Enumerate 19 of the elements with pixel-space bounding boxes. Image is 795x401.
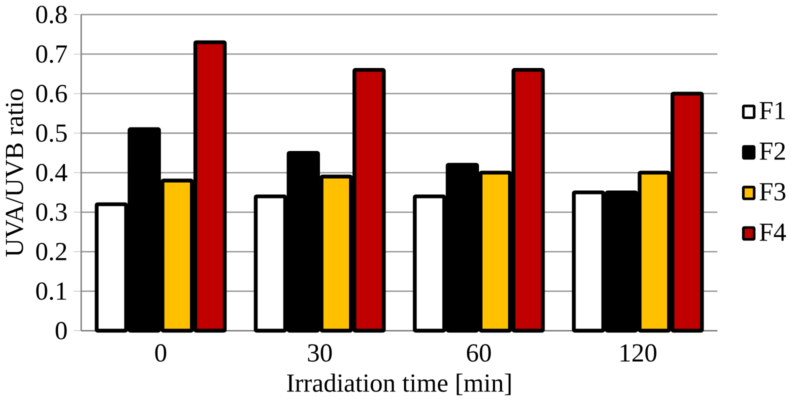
- legend-label: F3: [760, 183, 786, 201]
- y-tick-label: 0.7: [36, 45, 67, 64]
- x-tick-label: 120: [620, 344, 656, 362]
- y-tick-label: 0.4: [36, 164, 68, 182]
- y-tick-label: 0.8: [36, 6, 67, 24]
- legend-label: F2: [760, 142, 785, 160]
- y-axis-title: UVA/UVB ratio: [6, 89, 24, 257]
- x-axis-title: Irradiation time [min]: [287, 374, 511, 396]
- y-tick-label: 0.2: [36, 242, 66, 261]
- legend-label: F4: [760, 224, 786, 241]
- y-tick-label: 0.3: [36, 203, 67, 222]
- y-tick-label: 0: [56, 322, 67, 340]
- x-tick-label: 0: [155, 344, 166, 362]
- x-tick-label: 60: [466, 344, 491, 362]
- legend-label: F1: [760, 102, 785, 120]
- x-tick-label: 30: [308, 344, 332, 362]
- y-tick-label: 0.6: [36, 84, 67, 103]
- y-tick-label: 0.5: [36, 124, 67, 142]
- y-tick-label: 0.1: [36, 282, 66, 300]
